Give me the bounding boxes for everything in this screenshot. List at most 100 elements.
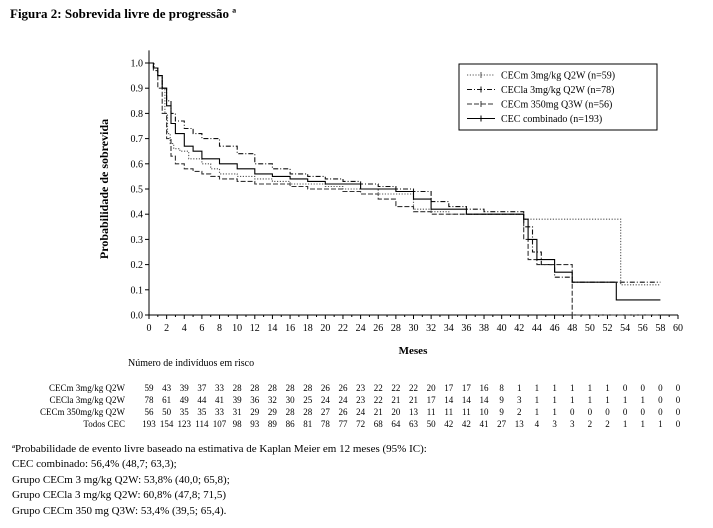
y-tick-label: 0.0 <box>131 311 144 322</box>
legend-entry: CECm 3mg/kg Q2W (n=59) <box>501 71 615 82</box>
risk-count: 61 <box>162 395 172 405</box>
risk-count: 17 <box>444 383 454 393</box>
risk-count: 193 <box>142 419 156 429</box>
risk-count: 49 <box>179 395 189 405</box>
risk-count: 1 <box>517 383 522 393</box>
footnote: ªProbabilidade de evento livre baseado n… <box>12 442 427 519</box>
risk-count: 23 <box>356 383 366 393</box>
x-tick-label: 6 <box>199 323 204 334</box>
risk-table-row: Todos CEC 193 154 123 114 107 98 93 89 86 81 78 77 72… <box>0 419 713 429</box>
risk-table-row: CECm 3mg/kg Q2W 59 43 39 37 33 28 28 28 28 28 26 26 2… <box>0 383 713 393</box>
risk-count: 1 <box>569 383 575 393</box>
x-tick-label: 0 <box>147 323 152 334</box>
risk-count: 33 <box>215 407 225 417</box>
risk-count: 37 <box>197 383 207 393</box>
risk-count: 1 <box>552 395 557 405</box>
x-tick-label: 42 <box>514 323 524 334</box>
risk-count: 13 <box>514 419 524 429</box>
x-tick-label: 48 <box>567 323 577 334</box>
x-tick-label: 30 <box>409 323 419 334</box>
risk-row-label: CECm 350mg/kg Q2W <box>40 407 125 417</box>
risk-count: 22 <box>373 395 383 405</box>
risk-count: 20 <box>426 383 436 393</box>
risk-count: 9 <box>499 395 504 405</box>
y-axis-label: Probabilidade de sobrevida <box>97 119 111 259</box>
risk-count: 14 <box>444 395 454 405</box>
risk-count: 29 <box>267 407 277 417</box>
footnote-line: Grupo CECm 350 mg Q3W: 53,4% (39,5; 65,4… <box>12 504 227 517</box>
risk-count: 25 <box>303 395 313 405</box>
risk-count: 2 <box>587 419 593 429</box>
risk-count: 78 <box>320 419 330 429</box>
risk-count: 26 <box>338 407 348 417</box>
risk-count: 107 <box>212 419 227 429</box>
risk-count: 0 <box>640 383 645 393</box>
x-tick-label: 14 <box>267 323 277 334</box>
risk-count: 10 <box>479 407 489 417</box>
risk-count: 24 <box>356 407 366 417</box>
risk-count: 26 <box>338 383 348 393</box>
risk-count: 93 <box>250 419 260 429</box>
footnote-line: CEC combinado: 56,4% (48,7; 63,3); <box>12 458 177 471</box>
risk-count: 36 <box>250 395 260 405</box>
x-tick-label: 12 <box>250 323 260 334</box>
risk-count: 41 <box>479 419 489 429</box>
risk-count: 1 <box>605 395 610 405</box>
risk-count: 1 <box>658 419 663 429</box>
risk-count: 42 <box>461 419 471 429</box>
risk-count: 28 <box>250 383 260 393</box>
risk-count: 28 <box>267 383 277 393</box>
axes: 0.00.10.20.30.40.50.60.70.80.91.00 2 4 6 8 10… <box>131 50 683 334</box>
risk-count: 28 <box>303 383 313 393</box>
risk-table-row: CECla 3mg/kg Q2W 78 61 49 44 41 39 36 32 30 25 24 24… <box>0 395 713 405</box>
risk-count: 72 <box>356 419 366 429</box>
risk-count: 1 <box>534 395 540 405</box>
risk-count: 26 <box>320 383 330 393</box>
risk-table-title: Número de indivíduos em risco <box>128 358 255 369</box>
risk-table-row: CECm 350mg/kg Q2W 56 50 35 35 33 31 29 29 28 28 27 2… <box>0 407 713 417</box>
risk-count: 114 <box>195 419 209 429</box>
risk-count: 0 <box>675 419 681 429</box>
risk-count: 30 <box>285 395 295 405</box>
risk-count: 77 <box>338 419 348 429</box>
risk-count: 0 <box>658 407 663 417</box>
y-tick-label: 0.8 <box>131 109 144 120</box>
risk-count: 35 <box>179 407 189 417</box>
risk-count: 22 <box>409 383 418 393</box>
legend-entry: CEC combinado (n=193) <box>501 114 602 125</box>
risk-count: 41 <box>215 395 225 405</box>
risk-count: 21 <box>391 395 401 405</box>
risk-count: 39 <box>179 383 189 393</box>
risk-count: 0 <box>658 395 663 405</box>
y-tick-label: 0.2 <box>131 260 144 271</box>
risk-count: 50 <box>162 407 172 417</box>
risk-count: 9 <box>499 407 504 417</box>
x-tick-label: 4 <box>182 323 187 334</box>
kaplan-meier-chart: 0.00.10.20.30.40.50.60.70.80.91.00 2 4 6 8 10… <box>97 50 683 357</box>
y-tick-label: 0.9 <box>131 84 144 95</box>
risk-count: 0 <box>640 407 645 417</box>
risk-count: 1 <box>534 407 540 417</box>
risk-count: 2 <box>517 407 522 417</box>
risk-count: 28 <box>232 383 242 393</box>
risk-count: 44 <box>197 395 207 405</box>
risk-count: 0 <box>658 383 663 393</box>
risk-count: 68 <box>373 419 383 429</box>
x-tick-label: 28 <box>391 323 401 334</box>
survival-curves <box>149 62 661 316</box>
risk-row-label: CECla 3mg/kg Q2W <box>49 395 126 405</box>
risk-count: 0 <box>675 395 681 405</box>
risk-count: 43 <box>162 383 172 393</box>
x-tick-label: 22 <box>338 323 348 334</box>
x-tick-label: 58 <box>655 323 665 334</box>
y-tick-label: 0.3 <box>131 235 144 246</box>
risk-count: 0 <box>605 407 610 417</box>
x-tick-label: 34 <box>444 323 454 334</box>
risk-count: 89 <box>267 419 277 429</box>
legend-entry: CECla 3mg/kg Q2W (n=78) <box>501 85 615 96</box>
risk-count: 0 <box>569 407 575 417</box>
risk-count: 14 <box>461 395 471 405</box>
risk-count: 35 <box>197 407 207 417</box>
x-tick-label: 36 <box>461 323 471 334</box>
x-tick-label: 54 <box>620 323 630 334</box>
